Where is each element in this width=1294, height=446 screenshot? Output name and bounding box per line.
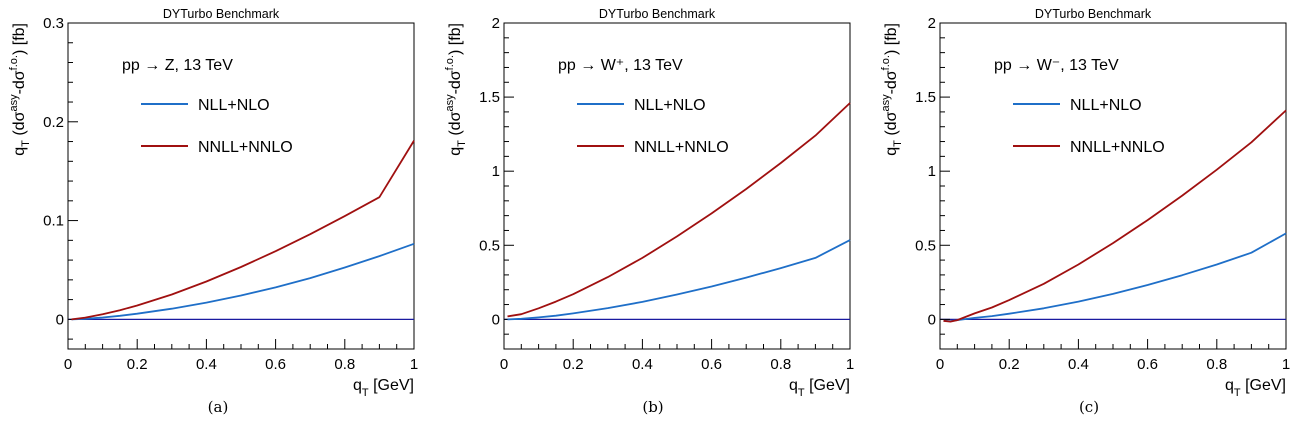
x-tick-label: 0 (500, 356, 508, 373)
subfigure-caption: (b) (642, 398, 663, 416)
legend-label-nnll-nnlo: NNLL+NNLO (634, 139, 729, 156)
process-label: pp → Z, 13 TeV (122, 57, 233, 74)
chart-title: DYTurbo Benchmark (1035, 7, 1152, 21)
y-tick-label: 0.1 (43, 213, 64, 230)
x-tick-label: 0.2 (127, 356, 148, 373)
legend-label-nll-nlo: NLL+NLO (1070, 97, 1142, 114)
process-label: pp → W⁺, 13 TeV (558, 57, 683, 74)
x-tick-label: 0 (64, 356, 72, 373)
y-tick-label: 0 (56, 311, 64, 328)
x-tick-label: 1 (846, 356, 854, 373)
y-tick-label: 0.3 (43, 15, 64, 32)
x-tick-label: 0.6 (1137, 356, 1158, 373)
y-tick-label: 1.5 (479, 89, 500, 106)
x-tick-label: 0.2 (999, 356, 1020, 373)
y-tick-label: 0 (492, 311, 500, 328)
subfigure-caption: (c) (1079, 398, 1099, 416)
y-tick-label: 2 (928, 15, 936, 32)
chart-title: DYTurbo Benchmark (599, 7, 716, 21)
chart-panel-1: DYTurbo Benchmark 0 0.2 0.4 0.6 0.8 1 0 0.1 0.2 0.… (8, 7, 418, 416)
x-tick-label: 0.8 (1206, 356, 1227, 373)
plot-frame (68, 23, 414, 349)
x-tick-label: 0.6 (265, 356, 286, 373)
legend-label-nll-nlo: NLL+NLO (198, 97, 270, 114)
y-axis-label: qT (dσasy-dσf.o.) [fb] (8, 23, 32, 156)
x-tick-label: 1 (410, 356, 418, 373)
x-tick-label: 0.2 (563, 356, 584, 373)
x-axis-label: qT [GeV] (353, 377, 414, 399)
process-label: pp → W⁻, 13 TeV (994, 57, 1119, 74)
y-axis-label: qT (dσasy-dσf.o.) [fb] (880, 23, 904, 156)
series-line-nnll-nnlo (72, 141, 415, 320)
y-tick-label: 0.5 (915, 237, 936, 254)
x-tick-label: 0 (936, 356, 944, 373)
chart-title: DYTurbo Benchmark (163, 7, 280, 21)
y-tick-label: 2 (492, 15, 500, 32)
series-line-nll-nlo (508, 240, 851, 319)
chart-panel-2: DYTurbo Benchmark 0 0.2 0.4 0.6 0.8 1 0 0.5 1 1.5 2… (444, 7, 854, 416)
y-tick-label: 1 (492, 163, 500, 180)
x-tick-label: 0.4 (196, 356, 217, 373)
x-tick-label: 0.4 (632, 356, 653, 373)
y-tick-label: 1 (928, 163, 936, 180)
series-line-nll-nlo (944, 233, 1287, 321)
subfigure-caption: (a) (208, 398, 229, 416)
y-tick-label: 0 (928, 311, 936, 328)
legend-label-nnll-nnlo: NNLL+NNLO (198, 139, 293, 156)
legend-label-nnll-nnlo: NNLL+NNLO (1070, 139, 1165, 156)
x-tick-label: 0.6 (701, 356, 722, 373)
y-tick-label: 1.5 (915, 89, 936, 106)
x-tick-label: 0.8 (770, 356, 791, 373)
x-tick-label: 1 (1282, 356, 1290, 373)
x-tick-label: 0.8 (334, 356, 355, 373)
x-axis-label: qT [GeV] (1225, 377, 1286, 399)
y-tick-label: 0.2 (43, 114, 64, 131)
y-tick-label: 0.5 (479, 237, 500, 254)
legend-label-nll-nlo: NLL+NLO (634, 97, 706, 114)
series-line-nnll-nnlo (508, 103, 851, 316)
chart-panel-3: DYTurbo Benchmark 0 0.2 0.4 0.6 0.8 1 0 0.5 1 1.5 2… (880, 7, 1290, 416)
series-line-nll-nlo (72, 244, 415, 320)
x-axis-label: qT [GeV] (789, 377, 850, 399)
y-axis-label: qT (dσasy-dσf.o.) [fb] (444, 23, 468, 156)
x-tick-label: 0.4 (1068, 356, 1089, 373)
